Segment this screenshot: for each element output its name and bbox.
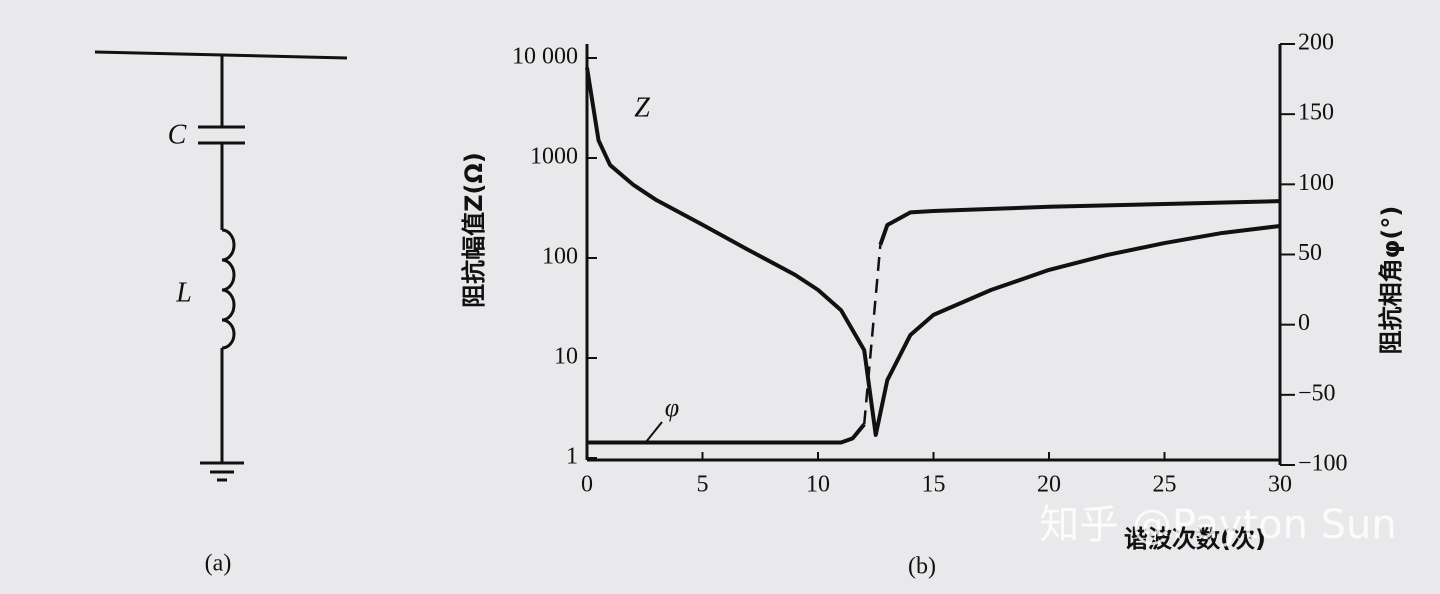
chart: (b) 阻抗幅值Z(Ω) 阻抗相角φ(°) 谐波次数(次) Z φ 0 5 10 15… — [460, 30, 1405, 580]
x-tick-label: 25 — [1153, 472, 1177, 498]
x-tick-label: 20 — [1037, 472, 1061, 498]
y2-tick-label: 150 — [1298, 100, 1334, 126]
x-tick-label: 30 — [1268, 472, 1292, 498]
x-tick-label: 15 — [922, 472, 946, 498]
watermark: 知乎 @Payton Sun — [1039, 502, 1397, 548]
y2-tick-label: 0 — [1298, 310, 1310, 336]
l-label: L — [175, 277, 192, 308]
y2-tick-label: 100 — [1298, 170, 1334, 196]
c-label: C — [168, 119, 187, 150]
y-tick-label: 100 — [542, 244, 578, 270]
y2-tick-label: −100 — [1298, 451, 1348, 477]
y2-tick-label: 50 — [1298, 240, 1322, 266]
y2-tick-label: −50 — [1298, 380, 1336, 406]
inductor — [221, 228, 236, 350]
y-tick-label: 1 — [566, 444, 578, 470]
series-label: Z — [634, 92, 650, 123]
y-tick-label: 10 — [554, 344, 578, 370]
y2-axis-label: 阻抗相角φ(°) — [1377, 206, 1405, 355]
connector — [862, 244, 882, 425]
series-line — [587, 199, 1281, 445]
caption: (b) — [908, 554, 936, 580]
x-tick-label: 5 — [697, 472, 709, 498]
circuit: C L (a) — [94, 50, 348, 577]
y-axis-label: 阻抗幅值Z(Ω) — [460, 152, 488, 308]
series-label: φ — [665, 393, 679, 422]
leader-line — [645, 421, 663, 443]
series-line — [585, 67, 1281, 437]
x-tick-label: 0 — [581, 472, 593, 498]
x-tick-label: 10 — [806, 472, 830, 498]
x-axis-label: 谐波次数(次) — [1124, 525, 1266, 553]
y2-tick-label: 200 — [1298, 30, 1334, 56]
y-tick-label: 10 000 — [512, 44, 578, 70]
y-tick-label: 1000 — [530, 144, 578, 170]
caption: (a) — [205, 551, 232, 577]
